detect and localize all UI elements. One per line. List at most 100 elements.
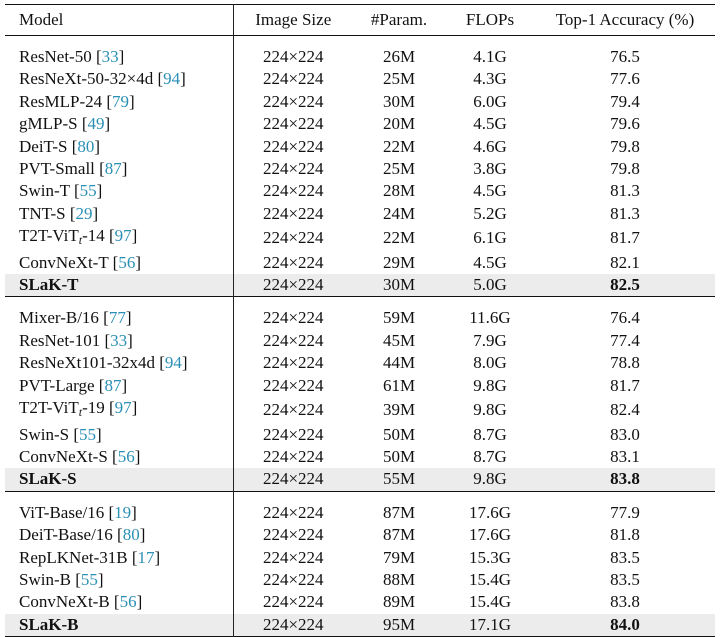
model-name-text: ResNeXt101-32x4d [ [19,353,165,373]
image-size: 224×224 [262,569,324,589]
table-body: ResNet-50 [33] 224×224 26M 4.1G 76.5 ResNeXt-… [5,35,715,637]
citation-link: 94 [163,69,181,89]
citation-link: 49 [87,114,105,134]
flops: 17.6G [468,525,512,545]
table-row: Mixer-B/16 [77] 224×224 59M 11.6G 76.4 [5,307,715,330]
highlight-row: SLaK-T 224×224 30M 5.0G 82.5 [5,274,715,297]
flops: 4.5G [473,252,507,272]
model-name: DeiT-Base/16 [80] [5,524,234,547]
param-count: 89M [382,592,416,612]
top1-accuracy: 82.1 [610,252,640,272]
image-size: 224×224 [233,613,353,637]
param-count: 22M [382,228,416,248]
citation-close: ] [131,398,138,418]
top1-accuracy: 76.4 [610,308,640,328]
image-size: 224×224 [262,400,324,420]
flops: 11.6G [469,308,511,328]
flops: 4.3G [473,69,507,89]
model-name: Swin-S [55] [5,423,234,446]
table-row: ResNeXt101-32x4d [94] 224×224 44M 8.0G 78.8 [5,352,715,375]
image-size: 224×224 [262,91,324,111]
group-separator [5,296,715,308]
top1-accuracy: 77.9 [610,502,640,522]
citation-close: ] [135,252,141,272]
image-size: 224×224 [262,252,324,272]
model-name-text: ResNet-101 [ [19,330,111,350]
flops: 15.3G [468,547,512,567]
citation-link: 97 [114,226,132,246]
top1-accuracy-best: 83.8 [535,468,715,492]
param-count: 87M [382,525,416,545]
image-size: 224×224 [262,181,324,201]
model-name-text: PVT-Small [ [19,159,105,179]
model-name-ours: SLaK-T [5,274,234,297]
top1-accuracy: 83.5 [610,547,640,567]
table-row: Swin-B [55] 224×224 88M 15.4G 83.5 [5,568,715,592]
param-count: 28M [382,181,416,201]
table-row: T2T-ViTt-19 [97] 224×224 39M 9.8G 82.4 [5,397,715,424]
table-row: PVT-Large [87] 224×224 61M 9.8G 81.7 [5,374,715,398]
table-row: PVT-Small [87] 224×224 25M 3.8G 79.8 [5,158,715,181]
flops: 5.2G [473,203,507,223]
table-row: ConvNeXt-S [56] 224×224 50M 8.7G 83.1 [5,445,715,469]
flops: 9.8G [473,375,507,395]
top1-accuracy: 81.3 [610,203,640,223]
image-size: 224×224 [262,203,324,223]
header-flops: FLOPs [465,10,515,29]
image-size: 224×224 [262,159,324,179]
citation-close: ] [125,308,132,328]
model-name-text: ConvNeXt-S [ [19,446,118,466]
citation-close: ] [131,502,137,522]
model-name: ResMLP-24 [79] [5,90,234,114]
flops: 4.5G [473,181,507,201]
flops: 7.9G [473,330,507,350]
top1-accuracy: 81.3 [610,181,640,201]
model-name: T2T-ViTt-14 [97] [5,225,234,252]
param-count: 87M [382,502,416,522]
citation-close: ] [180,69,186,89]
image-size: 224×224 [262,547,324,567]
model-name: ConvNeXt-T [56] [5,251,234,275]
param-count: 30M [353,274,445,297]
citation-link: 33 [101,47,119,66]
model-name: PVT-Small [87] [5,158,234,181]
flops: 15.4G [468,569,512,589]
model-name: ConvNeXt-B [56] [5,591,234,614]
table-row: DeiT-S [80] 224×224 22M 4.6G 79.8 [5,135,715,159]
image-size: 224×224 [262,502,324,522]
citation-link: 87 [104,159,122,179]
model-name: T2T-ViTt-19 [97] [5,397,234,424]
table-row: ResNet-101 [33] 224×224 45M 7.9G 77.4 [5,329,715,353]
citation-link: 19 [114,502,132,522]
image-size: 224×224 [262,353,324,373]
citation-close: ] [95,424,102,444]
citation-close: ] [154,547,161,567]
table-row: Swin-S [55] 224×224 50M 8.7G 83.0 [5,423,715,446]
flops: 8.0G [473,353,507,373]
table-row: ViT-Base/16 [19] 224×224 87M 17.6G 77.9 [5,501,715,525]
model-name: TNT-S [29] [5,202,234,226]
header-model: Model [5,4,234,36]
model-name-text: TNT-S [ [19,203,76,223]
citation-link: 80 [77,136,95,156]
image-size: 224×224 [262,308,324,328]
top1-accuracy: 79.6 [610,114,640,134]
top1-accuracy: 83.0 [610,424,640,444]
model-name-text: ResNet-50 [ [19,47,102,66]
model-name-subscript: t [78,405,83,420]
model-name-text: ViT-Base/16 [ [19,502,115,522]
model-name-text: PVT-Large [ [19,375,105,395]
citation-close: ] [121,375,128,395]
param-count: 79M [382,547,416,567]
top1-accuracy: 77.6 [610,69,640,89]
image-size: 224×224 [233,274,353,297]
model-name-subscript: t [78,233,83,248]
citation-link: 17 [137,547,155,567]
citation-link: 80 [122,525,140,545]
model-name-text: DeiT-S [ [19,136,78,156]
image-size: 224×224 [262,228,324,248]
citation-close: ] [94,136,101,156]
group-separator [5,35,715,46]
citation-link: 56 [118,252,136,272]
header-image-size: Image Size [255,10,332,29]
